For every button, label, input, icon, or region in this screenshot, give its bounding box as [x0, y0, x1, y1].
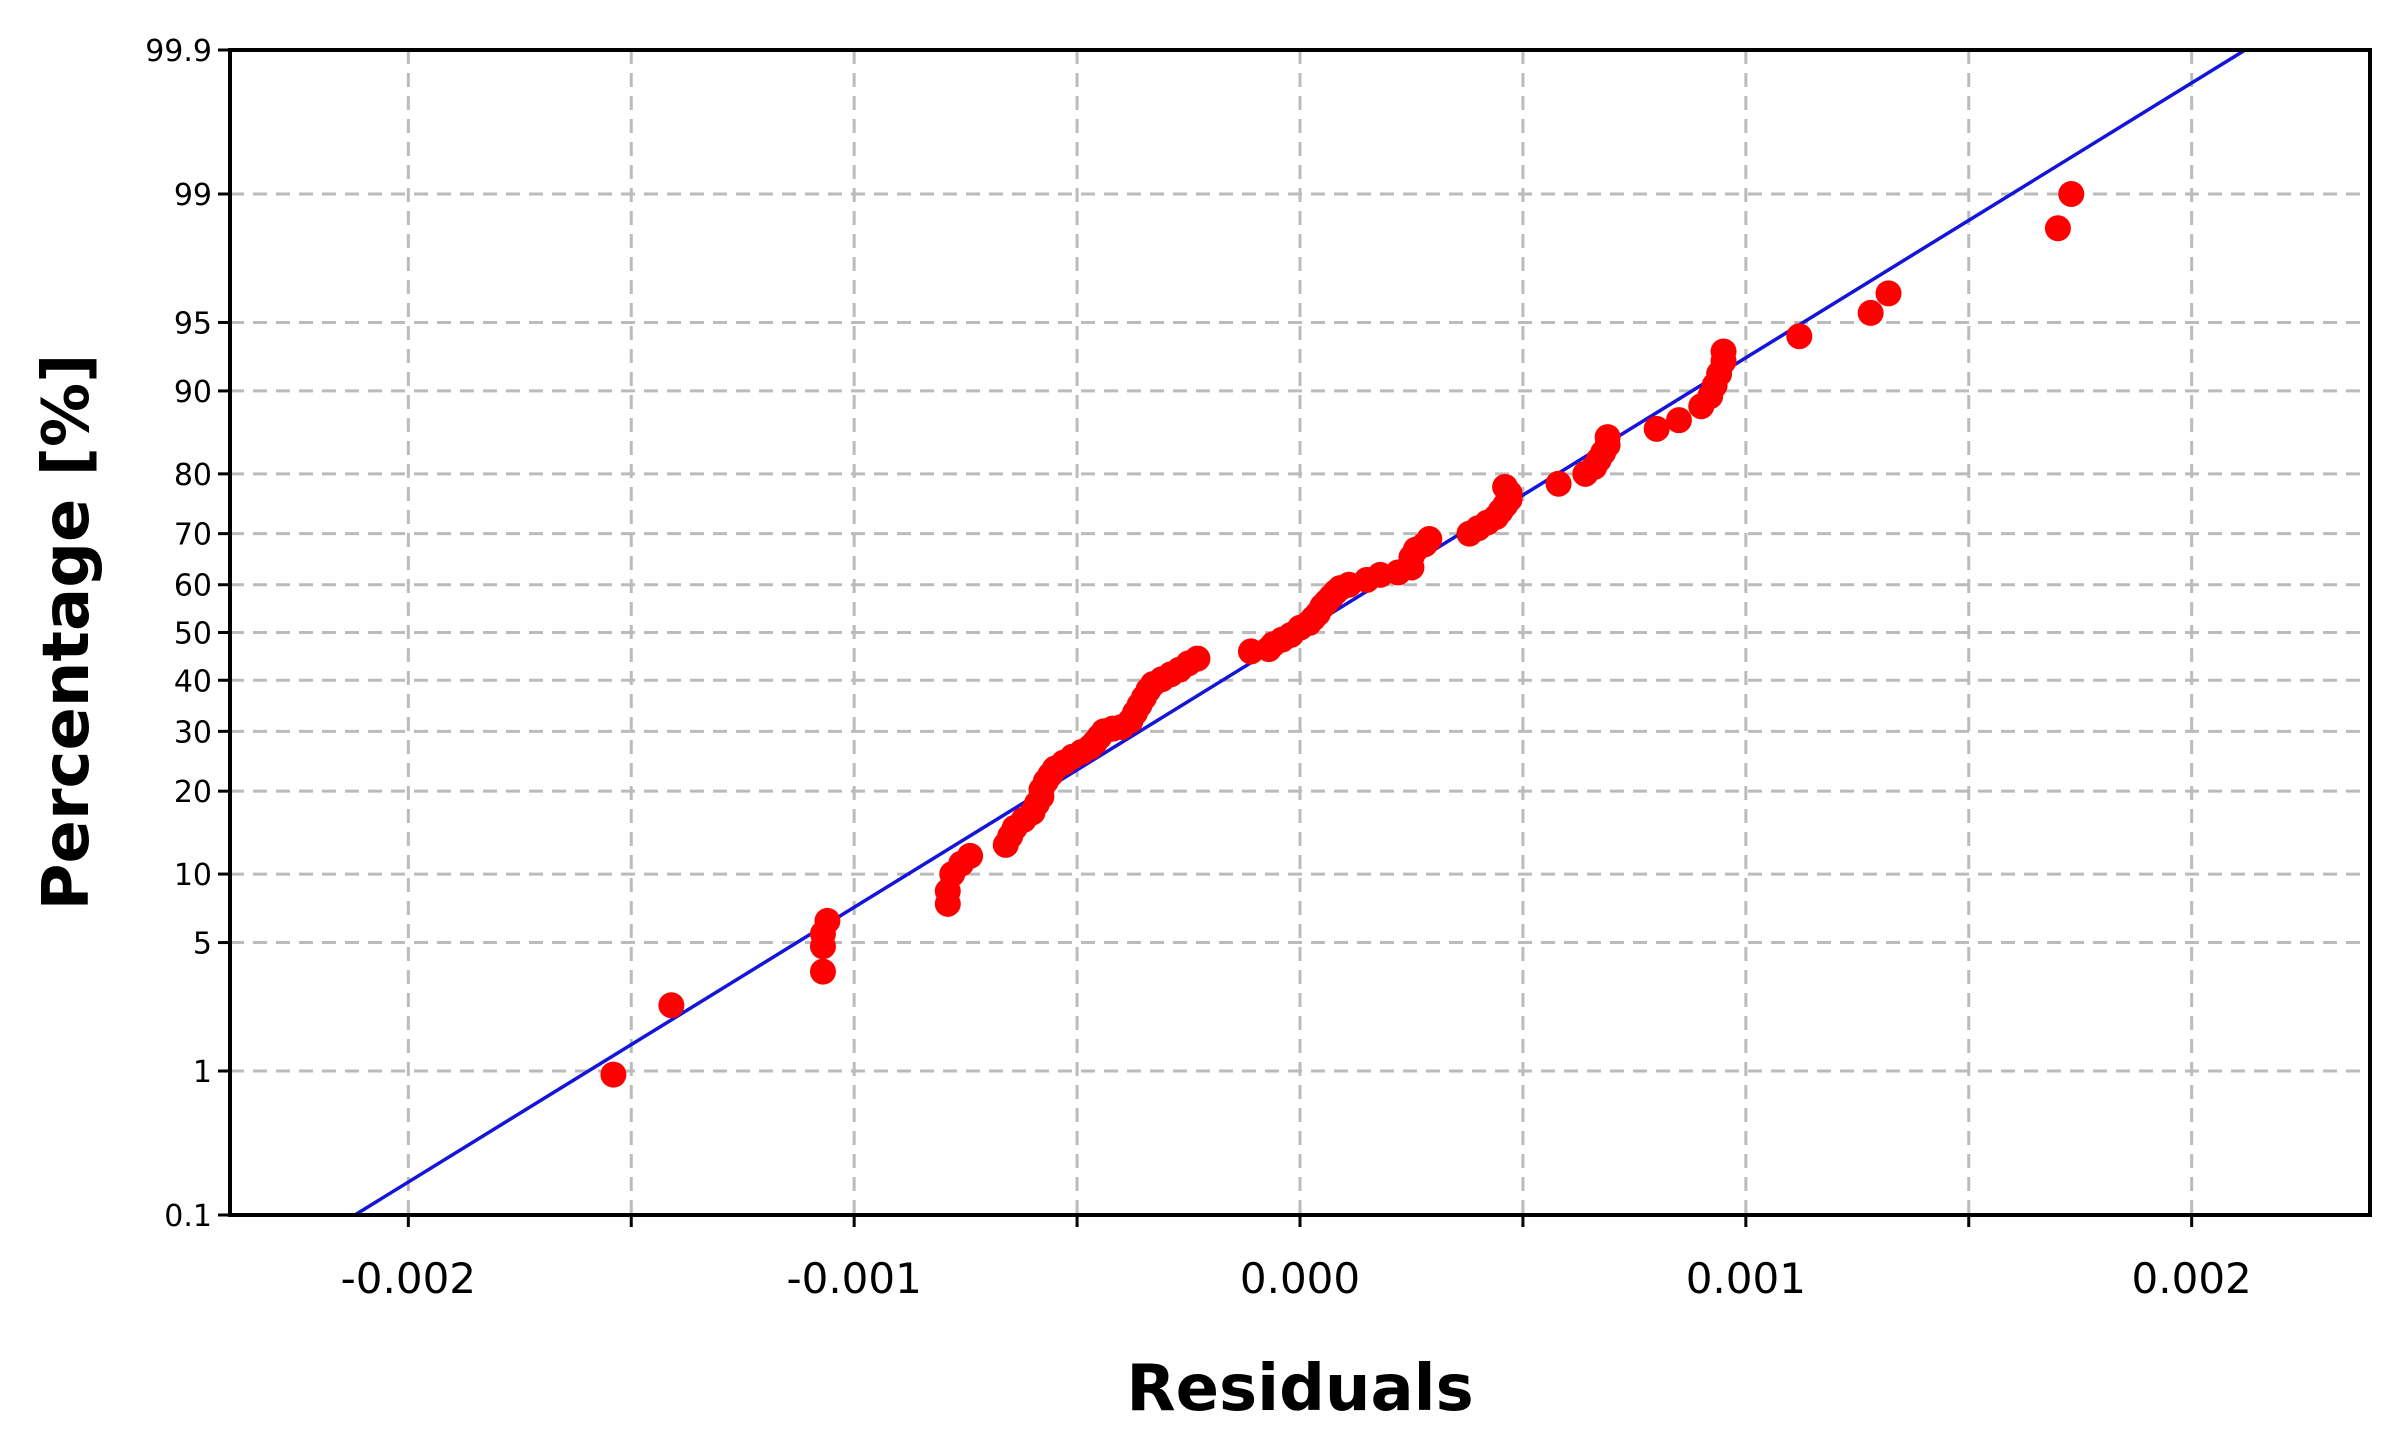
y-tick-label: 99.9 — [145, 34, 212, 69]
x-tick-labels: -0.002 -0.001 0.000 0.001 0.002 — [341, 1215, 2252, 1303]
y-tick-label: 50 — [174, 617, 212, 652]
data-point — [600, 1061, 627, 1088]
x-axis-title: Residuals — [1126, 1352, 1473, 1426]
data-point — [2044, 215, 2071, 242]
y-tick-label: 90 — [174, 375, 212, 410]
data-point — [1786, 323, 1813, 350]
y-tick-label: 60 — [174, 569, 212, 604]
y-tick-label: 40 — [174, 664, 212, 699]
x-tick-label: 0.002 — [2132, 1254, 2252, 1303]
data-point — [1594, 424, 1621, 451]
data-point — [1875, 280, 1902, 307]
y-tick-label: 20 — [174, 775, 212, 810]
data-point — [957, 842, 984, 869]
y-tick-label: 1 — [193, 1055, 212, 1090]
y-tick-label: 95 — [174, 306, 212, 341]
data-point — [1643, 415, 1670, 442]
y-tick-label: 10 — [174, 858, 212, 893]
data-point — [1184, 645, 1211, 672]
data-point — [1665, 407, 1692, 434]
data-point — [1710, 338, 1737, 365]
y-tick-label: 0.1 — [164, 1199, 212, 1234]
y-tick-labels: 0.1 1 5 10 20 30 40 50 60 70 80 90 95 99 99.9 — [145, 34, 230, 1234]
data-point — [814, 907, 841, 934]
data-point — [1545, 470, 1572, 497]
y-tick-label: 99 — [174, 178, 212, 213]
data-point — [809, 958, 836, 985]
x-tick-label: 0.000 — [1240, 1254, 1360, 1303]
y-tick-label: 70 — [174, 518, 212, 553]
y-tick-label: 80 — [174, 458, 212, 493]
data-point — [658, 992, 685, 1019]
data-point — [2058, 180, 2085, 207]
y-axis-title: Percentage [%] — [30, 354, 104, 911]
y-tick-label: 5 — [193, 927, 212, 962]
x-tick-label: 0.001 — [1686, 1254, 1806, 1303]
data-point — [1416, 526, 1443, 553]
x-tick-label: -0.001 — [786, 1254, 921, 1303]
x-tick-label: -0.002 — [341, 1254, 476, 1303]
data-point — [1857, 299, 1884, 326]
data-point — [1492, 473, 1519, 500]
y-tick-label: 30 — [174, 715, 212, 750]
data-points — [600, 180, 2085, 1088]
